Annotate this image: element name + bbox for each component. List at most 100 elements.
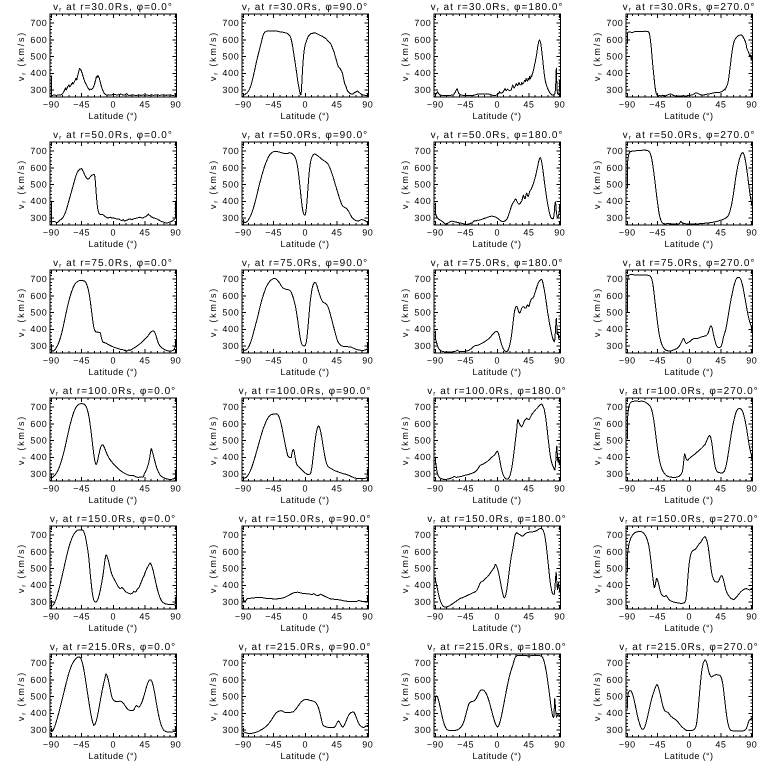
svg-text:45: 45	[523, 484, 534, 494]
svg-text:0: 0	[302, 356, 308, 366]
svg-text:600: 600	[30, 163, 47, 173]
svg-text:−90: −90	[235, 228, 252, 238]
svg-text:vr (km/s): vr (km/s)	[592, 159, 604, 209]
svg-text:0: 0	[494, 740, 500, 750]
svg-text:0: 0	[686, 612, 692, 622]
svg-text:700: 700	[606, 274, 623, 284]
svg-text:400: 400	[222, 196, 239, 206]
svg-text:700: 700	[222, 658, 239, 668]
svg-text:−45: −45	[457, 484, 474, 494]
svg-text:0: 0	[494, 356, 500, 366]
svg-text:0: 0	[686, 100, 692, 110]
svg-text:vr at r=75.0Rs, φ=180.0°: vr at r=75.0Rs, φ=180.0°	[431, 258, 564, 270]
svg-text:vr at r=215.0Rs, φ=270.0°: vr at r=215.0Rs, φ=270.0°	[619, 642, 758, 654]
svg-text:−90: −90	[235, 612, 252, 622]
svg-text:300: 300	[30, 469, 47, 479]
svg-text:600: 600	[222, 35, 239, 45]
svg-text:45: 45	[331, 100, 342, 110]
svg-text:500: 500	[222, 692, 239, 702]
svg-text:vr at r=215.0Rs, φ=0.0°: vr at r=215.0Rs, φ=0.0°	[50, 642, 176, 654]
svg-text:600: 600	[30, 35, 47, 45]
svg-text:vr (km/s): vr (km/s)	[208, 671, 220, 721]
svg-text:0: 0	[494, 484, 500, 494]
svg-text:500: 500	[414, 308, 431, 318]
svg-text:−90: −90	[43, 612, 60, 622]
svg-text:600: 600	[30, 675, 47, 685]
svg-text:−90: −90	[427, 740, 444, 750]
svg-text:600: 600	[414, 163, 431, 173]
svg-text:vr at r=75.0Rs, φ=270.0°: vr at r=75.0Rs, φ=270.0°	[623, 258, 756, 270]
svg-text:700: 700	[414, 274, 431, 284]
svg-text:700: 700	[414, 530, 431, 540]
svg-text:500: 500	[414, 180, 431, 190]
svg-text:300: 300	[30, 341, 47, 351]
svg-text:45: 45	[331, 740, 342, 750]
svg-text:−45: −45	[73, 228, 90, 238]
svg-text:300: 300	[30, 725, 47, 735]
svg-text:400: 400	[414, 324, 431, 334]
svg-text:400: 400	[606, 68, 623, 78]
svg-text:500: 500	[606, 52, 623, 62]
svg-text:600: 600	[222, 675, 239, 685]
svg-text:vr (km/s): vr (km/s)	[16, 671, 28, 721]
svg-text:90: 90	[362, 228, 373, 238]
svg-text:700: 700	[30, 18, 47, 28]
svg-text:500: 500	[30, 308, 47, 318]
svg-text:0: 0	[110, 100, 116, 110]
svg-text:−90: −90	[43, 100, 60, 110]
svg-text:vr at r=50.0Rs, φ=0.0°: vr at r=50.0Rs, φ=0.0°	[53, 130, 173, 142]
svg-text:300: 300	[606, 85, 623, 95]
svg-text:500: 500	[30, 180, 47, 190]
svg-text:300: 300	[222, 85, 239, 95]
svg-text:400: 400	[30, 324, 47, 334]
svg-text:0: 0	[110, 740, 116, 750]
svg-text:−45: −45	[649, 228, 666, 238]
svg-text:600: 600	[606, 675, 623, 685]
svg-text:−45: −45	[457, 228, 474, 238]
svg-text:0: 0	[110, 484, 116, 494]
svg-text:400: 400	[222, 708, 239, 718]
svg-text:300: 300	[606, 213, 623, 223]
svg-text:45: 45	[523, 100, 534, 110]
svg-text:400: 400	[606, 196, 623, 206]
svg-text:45: 45	[331, 356, 342, 366]
svg-text:−90: −90	[427, 100, 444, 110]
svg-text:700: 700	[222, 18, 239, 28]
svg-text:300: 300	[414, 85, 431, 95]
svg-text:300: 300	[606, 469, 623, 479]
svg-text:vr (km/s): vr (km/s)	[400, 287, 412, 337]
svg-text:0: 0	[302, 612, 308, 622]
svg-text:90: 90	[362, 100, 373, 110]
svg-text:500: 500	[222, 180, 239, 190]
svg-text:−45: −45	[649, 100, 666, 110]
svg-text:300: 300	[606, 597, 623, 607]
svg-text:−90: −90	[427, 228, 444, 238]
svg-text:700: 700	[30, 146, 47, 156]
svg-text:0: 0	[110, 612, 116, 622]
svg-text:Latitude (°): Latitude (°)	[89, 623, 138, 633]
svg-text:700: 700	[606, 530, 623, 540]
svg-text:90: 90	[746, 228, 757, 238]
svg-text:500: 500	[414, 52, 431, 62]
svg-text:vr (km/s): vr (km/s)	[16, 543, 28, 593]
svg-text:500: 500	[222, 564, 239, 574]
svg-text:500: 500	[606, 180, 623, 190]
svg-text:400: 400	[414, 580, 431, 590]
svg-text:45: 45	[715, 612, 726, 622]
svg-text:90: 90	[170, 228, 181, 238]
svg-text:700: 700	[606, 146, 623, 156]
svg-text:vr (km/s): vr (km/s)	[400, 671, 412, 721]
svg-text:600: 600	[606, 419, 623, 429]
svg-text:Latitude (°): Latitude (°)	[281, 623, 330, 633]
svg-text:−90: −90	[619, 484, 636, 494]
svg-text:Latitude (°): Latitude (°)	[281, 111, 330, 121]
svg-text:−90: −90	[235, 484, 252, 494]
svg-text:0: 0	[302, 228, 308, 238]
svg-text:400: 400	[222, 324, 239, 334]
svg-text:400: 400	[606, 708, 623, 718]
svg-text:−90: −90	[43, 740, 60, 750]
svg-text:500: 500	[606, 564, 623, 574]
svg-text:600: 600	[606, 163, 623, 173]
svg-text:−45: −45	[265, 356, 282, 366]
svg-text:90: 90	[362, 484, 373, 494]
